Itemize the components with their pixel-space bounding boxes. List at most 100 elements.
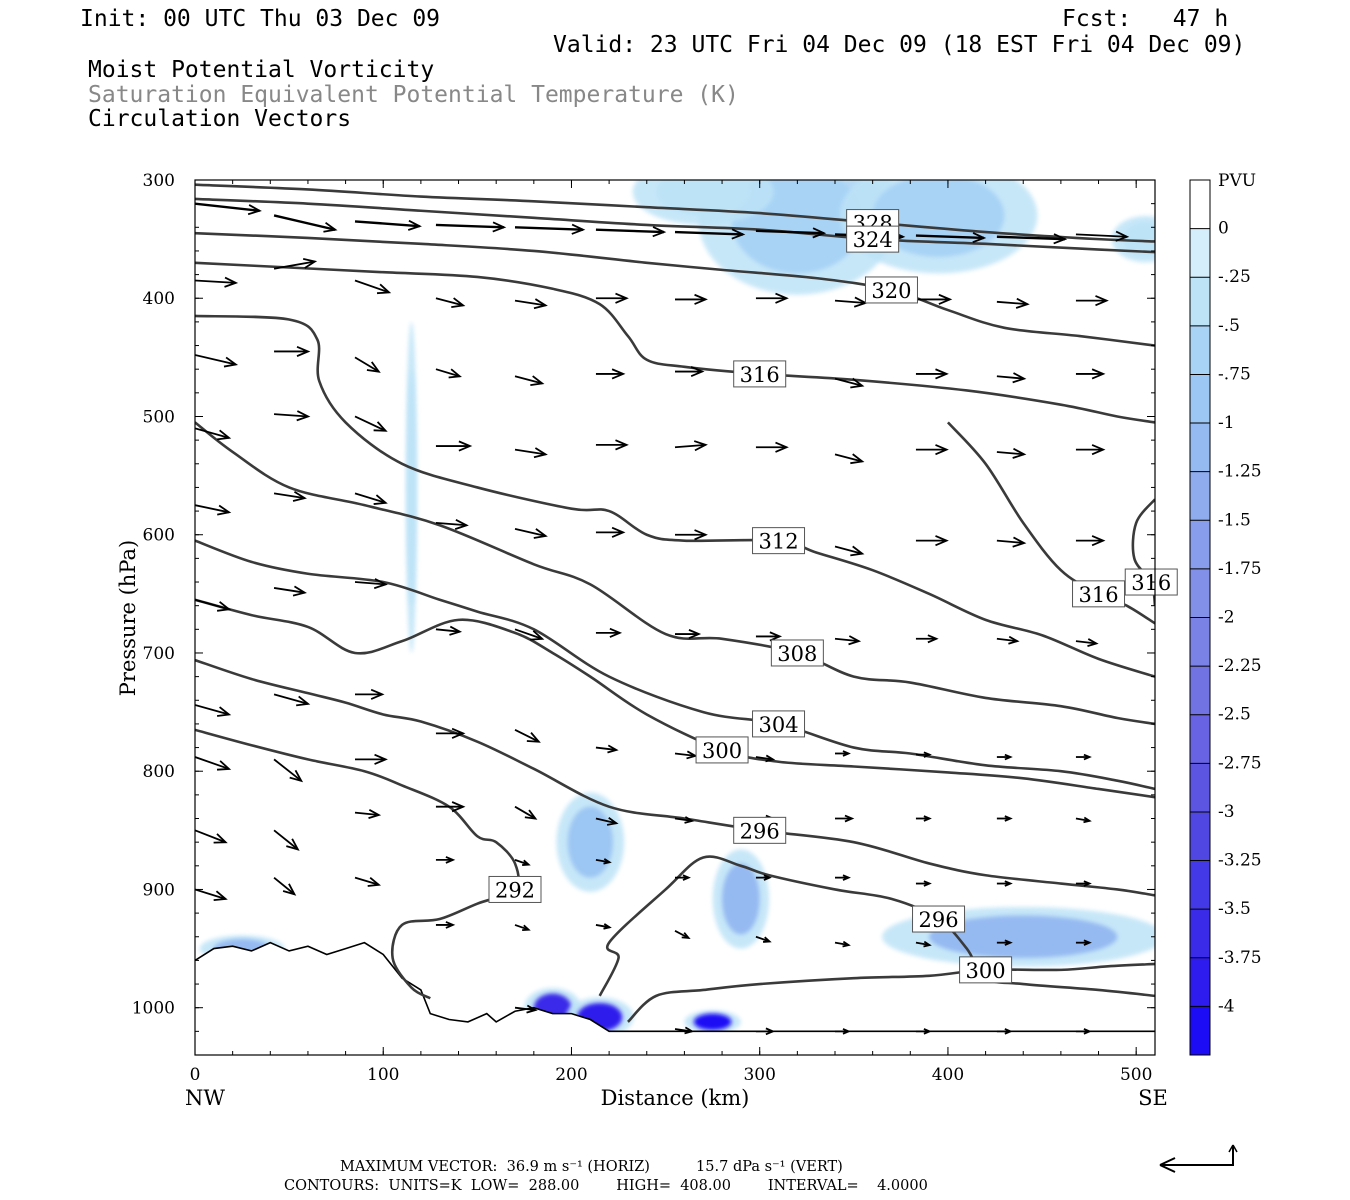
wind-vector [514,805,538,820]
wind-vector [915,535,949,547]
wind-vector [834,940,851,948]
wind-vector [273,214,338,233]
wind-vector [915,940,932,948]
contour-label: 316 [733,360,787,388]
wind-vector [273,257,318,270]
colorbar-tick-label: -2.5 [1218,705,1251,725]
wind-vector [834,453,865,465]
colorbar-swatch [1190,909,1210,958]
theta-contour [195,658,1155,897]
wind-vector [355,688,385,700]
colorbar-tick-label: -3.75 [1218,948,1262,968]
wind-vector [834,545,865,557]
wind-vector [195,704,232,717]
valid-time: Valid: 23 UTC Fri 04 Dec 09 (18 EST Fri … [553,32,1245,58]
colorbar-swatch [1190,520,1210,569]
theta-contour [627,962,1155,1023]
colorbar-swatch [1190,1006,1210,1055]
colorbar-swatch [1190,811,1210,861]
y-axis-title: Pressure (hPa) [116,540,140,696]
colorbar-swatch [1190,568,1210,618]
wind-vector [595,923,612,930]
theta-contour [195,197,1155,254]
contour-label-text: 316 [1131,571,1171,595]
y-tick-label: 800 [143,762,175,782]
theta-contour [195,314,1155,678]
wind-vector [435,801,466,813]
wind-vector [435,727,466,739]
contour-label-text: 296 [740,819,780,843]
wind-vector [1075,753,1092,761]
wind-vector [915,815,932,822]
wind-vector [915,880,932,887]
wind-vector [835,1028,851,1035]
contour-label: 316 [1124,568,1178,596]
colorbar-tick-label: -2.75 [1218,753,1262,773]
wind-vector [674,1026,695,1035]
y-tick-label: 600 [143,526,175,546]
wind-vector [195,888,228,902]
colorbar-tick-label: -1.5 [1218,510,1251,530]
wind-vector [195,504,232,516]
contour-label-text: 308 [777,642,817,666]
wind-vector [274,345,311,357]
wind-vector [755,754,776,763]
wind-vector [514,298,548,310]
x-end-label-left: NW [185,1086,225,1110]
colorbar-tick-label: -3.25 [1218,851,1262,871]
contour-label: 300 [695,736,749,764]
wind-vector [595,816,619,826]
colorbar-swatch [1190,714,1210,764]
theta-contour [195,728,520,1000]
wind-vector [835,814,855,823]
contour-label-text: 296 [918,908,958,932]
wind-vector [595,292,629,304]
wind-vector [595,226,667,238]
wind-vector [273,829,300,851]
wind-vector [273,585,307,597]
terrain-mask [195,942,1155,1055]
wind-vector [996,447,1027,459]
wind-vector [1075,295,1109,307]
contour-label: 304 [752,710,806,738]
wind-vector [354,492,388,505]
wind-vector [996,815,1013,822]
wind-vector [755,1027,776,1036]
contour-label-text: 304 [758,713,798,737]
x-tick-label: 200 [555,1065,587,1085]
wind-vector [674,816,695,824]
init-time: Init: 00 UTC Thu 03 Dec 09 [80,6,440,32]
pv-region [656,180,751,216]
wind-vector [1075,535,1106,547]
wind-vector [996,635,1020,645]
field-title-2: Saturation Equivalent Potential Temperat… [88,82,739,108]
y-tick-label: 300 [143,171,175,191]
pv-region [1123,222,1155,256]
wind-vector [514,447,548,459]
wind-vector [996,372,1027,384]
wind-vector [915,368,949,380]
colorbar-tick-label: -1 [1218,413,1235,433]
reference-vector-icon [1159,1144,1238,1173]
forecast-hour: Fcst: 47 h [1062,6,1228,32]
wind-vector [195,427,232,441]
terrain-line [195,941,1155,1033]
pv-region [567,806,613,878]
y-tick-label: 700 [143,644,175,664]
x-tick-label: 100 [367,1065,399,1085]
colorbar-swatch [1190,228,1210,278]
wind-vector [273,410,311,422]
contour-label: 300 [959,956,1013,984]
colorbar-swatch [1190,860,1210,910]
wind-vector [996,1028,1013,1035]
wind-vector [514,628,545,641]
wind-vector [675,293,708,305]
wind-vector [675,629,702,640]
wind-vector [1075,939,1092,946]
wind-vector [1075,816,1092,824]
wind-vector [195,276,239,288]
contour-label: 296 [733,816,787,844]
theta-contour [195,598,1155,799]
contour-label-text: 316 [1078,583,1118,607]
wind-vector [755,227,827,239]
